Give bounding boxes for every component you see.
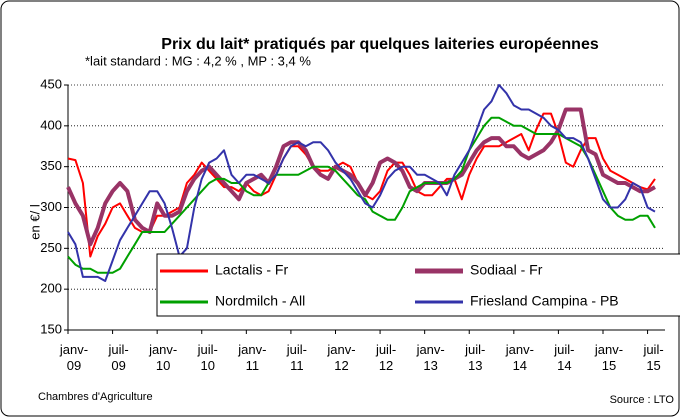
x-tick-label: juil- 15 [643,342,664,373]
x-tick-label: janv- 09 [59,342,89,373]
chart-title: Prix du lait* pratiqués par quelques lai… [161,36,599,53]
x-tick-label: janv- 13 [416,342,445,373]
y-tick-label: 450 [40,76,62,91]
x-tick-label: juil- 11 [286,342,308,373]
legend-label: Sodiaal - Fr [470,262,543,278]
y-tick-label: 400 [40,117,62,132]
y-tick-label: 350 [40,158,62,173]
legend-label: Friesland Campina - PB [470,293,619,309]
x-tick-label: juil- 09 [108,342,129,373]
y-tick-label: 250 [40,240,62,255]
legend-label: Lactalis - Fr [215,262,288,278]
x-tick-label: janv- 12 [327,342,356,373]
x-tick-label: juil- 10 [197,342,218,373]
footer-right: Source : LTO [610,394,675,406]
x-tick-label: janv- 14 [505,342,534,373]
y-tick-label: 200 [40,281,62,296]
series-line [67,116,656,274]
legend-label: Nordmilch - All [215,293,305,309]
y-tick-label: 150 [40,321,62,336]
x-tick-label: janv- 10 [149,342,178,373]
y-tick-label: 300 [40,199,62,214]
x-tick-label: janv- 15 [594,342,624,373]
x-tick-label: juil- 14 [554,342,575,373]
y-axis-label: en €/ l [27,204,42,240]
series-line [67,112,656,258]
chart-subtitle: *lait standard : MG : 4,2 % , MP : 3,4 % [85,53,311,68]
x-tick-label: janv- 11 [238,342,267,373]
footer-left: Chambres d'Agriculture [38,391,153,403]
series-line [67,84,656,282]
series-line [66,107,656,247]
x-tick-label: juil- 12 [375,342,397,373]
legend [156,253,680,317]
x-tick-label: juil- 13 [465,342,486,373]
